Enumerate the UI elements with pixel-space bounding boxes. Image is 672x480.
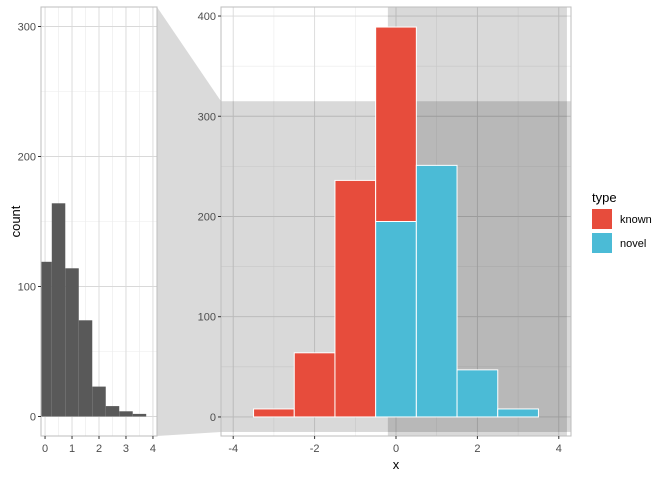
overview-bar — [119, 411, 133, 417]
main-x-tick-label: -4 — [228, 443, 238, 455]
bar-known — [375, 26, 417, 223]
legend-label-known: known — [620, 214, 652, 226]
legend-key-novel — [592, 233, 612, 253]
bar-known — [293, 352, 336, 418]
main-y-tick-label: 300 — [198, 111, 216, 123]
legend-key-known — [592, 209, 612, 229]
overview-x-tick-label: 3 — [123, 443, 129, 455]
main-y-tick-label: 100 — [198, 312, 216, 324]
overview-bar — [41, 261, 52, 417]
main-x-tick-label: 2 — [474, 443, 480, 455]
bar-known — [253, 408, 295, 418]
overview-x-tick-label: 2 — [96, 443, 102, 455]
main-x-tick-label: -2 — [310, 443, 320, 455]
overview-bar — [65, 268, 79, 417]
bar-novel — [456, 369, 499, 418]
main-x-tick-label: 4 — [556, 443, 562, 455]
overview-y-tick-label: 100 — [18, 282, 36, 294]
overview-bar — [51, 203, 66, 417]
bar-known — [334, 179, 377, 418]
main-y-tick-label: 0 — [210, 412, 216, 424]
y-axis-title: count — [8, 205, 23, 237]
bar-novel — [375, 221, 417, 418]
overview-bar — [132, 413, 147, 417]
legend-title: type — [592, 190, 617, 205]
legend-label-novel: novel — [620, 238, 646, 250]
main-x-tick-label: 0 — [393, 443, 399, 455]
overview-y-tick-label: 0 — [30, 412, 36, 424]
bar-novel — [415, 164, 458, 418]
x-axis-title: x — [393, 457, 400, 472]
overview-x-tick-label: 4 — [150, 443, 156, 455]
overview-bar — [92, 386, 106, 417]
overview-x-tick-label: 1 — [69, 443, 75, 455]
main-y-tick-label: 400 — [198, 11, 216, 23]
main-y-tick-label: 200 — [198, 211, 216, 223]
bar-novel — [497, 408, 539, 418]
overview-y-tick-label: 200 — [18, 152, 36, 164]
overview-x-tick-label: 0 — [42, 443, 48, 455]
zoom-connector — [157, 7, 221, 436]
overview-y-tick-label: 300 — [18, 22, 36, 34]
overview-bar — [105, 406, 120, 417]
overview-bar — [78, 320, 93, 417]
